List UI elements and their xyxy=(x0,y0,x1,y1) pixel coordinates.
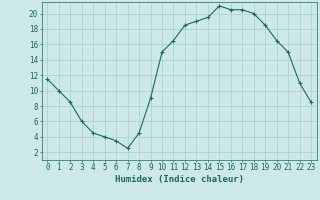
X-axis label: Humidex (Indice chaleur): Humidex (Indice chaleur) xyxy=(115,175,244,184)
